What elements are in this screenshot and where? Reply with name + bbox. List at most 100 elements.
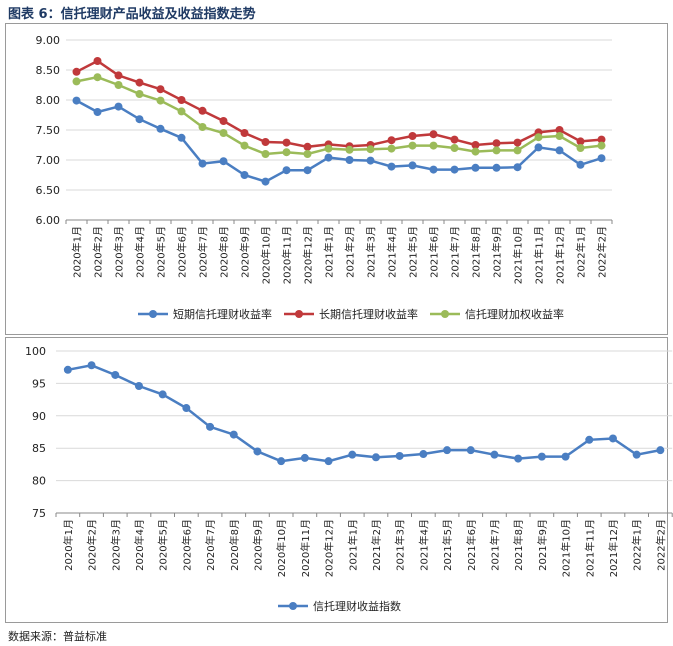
y-tick-label: 85 — [32, 442, 46, 455]
x-tick-label: 2021年6月 — [465, 519, 478, 571]
data-point — [111, 370, 120, 379]
data-point — [282, 138, 291, 147]
x-tick-label: 2021年12月 — [607, 519, 620, 577]
index-chart: 100 95 90 85 80 75 2020年1月 2020年2月 2020年3月 2020年4… — [25, 345, 673, 613]
data-point — [114, 102, 123, 111]
data-point — [492, 146, 501, 155]
series-line — [75, 59, 602, 149]
data-point — [72, 77, 81, 86]
x-tick-label: 2021年6月 — [428, 226, 441, 278]
legend: 信托理财收益指数 — [278, 599, 401, 613]
data-point — [450, 135, 459, 144]
x-tick-label: 2022年1月 — [631, 519, 644, 571]
data-point — [555, 126, 564, 134]
x-tick-label: 2020年9月 — [239, 226, 252, 278]
legend-item: 信托理财收益指数 — [278, 599, 401, 613]
data-point — [345, 156, 354, 164]
legend-label: 信托理财收益指数 — [313, 599, 401, 613]
y-tick-label: 6.50 — [36, 184, 61, 197]
x-tick-label: 2020年12月 — [302, 226, 315, 284]
data-point — [492, 139, 501, 148]
x-tick-label: 2021年2月 — [370, 519, 383, 571]
data-point — [240, 141, 249, 150]
legend-marker — [149, 310, 157, 318]
yield-chart-panel: 9.00 8.50 8.00 7.50 7.00 6.50 6.00 2020年1月 2020年… — [5, 23, 668, 335]
data-point — [93, 57, 102, 65]
data-point — [93, 73, 102, 82]
x-tick-label: 2020年12月 — [323, 519, 336, 577]
data-point — [429, 165, 438, 174]
data-point — [114, 81, 123, 89]
data-point — [514, 454, 523, 463]
data-point — [182, 404, 191, 413]
y-tick-label: 75 — [32, 507, 46, 520]
data-point — [471, 163, 480, 172]
data-point — [135, 115, 144, 124]
data-point — [303, 150, 312, 158]
data-point — [597, 154, 606, 163]
data-point — [513, 138, 522, 147]
data-point — [585, 435, 594, 444]
x-tick-label: 2020年3月 — [109, 519, 122, 571]
data-point — [158, 390, 167, 399]
index-chart-panel: 100 95 90 85 80 75 2020年1月 2020年2月 2020年3月 2020年4… — [5, 337, 673, 623]
x-tick-label: 2020年5月 — [155, 226, 168, 278]
data-point — [450, 165, 459, 174]
x-tick-label: 2021年10月 — [512, 226, 525, 284]
x-tick-label: 2021年9月 — [536, 519, 549, 571]
data-point — [219, 157, 228, 166]
x-tick-label: 2021年5月 — [407, 226, 420, 278]
data-point — [261, 138, 270, 146]
data-point — [387, 162, 396, 171]
y-tick-label: 100 — [25, 345, 46, 358]
x-tick-label: 2020年10月 — [260, 226, 273, 284]
x-tick-label: 2020年4月 — [133, 519, 146, 571]
data-point — [156, 124, 165, 133]
data-point — [72, 67, 81, 76]
data-point — [240, 171, 249, 179]
data-point — [114, 71, 123, 80]
data-point — [443, 446, 452, 455]
legend: 短期信托理财收益率 长期信托理财收益率 信托理财加权收益率 — [138, 307, 564, 321]
legend-item: 长期信托理财收益率 — [284, 307, 418, 321]
x-tick-label: 2020年11月 — [299, 519, 312, 577]
data-point — [177, 107, 186, 116]
x-tick-label: 2021年5月 — [441, 519, 454, 571]
x-tick-label: 2021年11月 — [583, 519, 596, 577]
x-tick-label: 2020年2月 — [92, 226, 105, 278]
data-point — [656, 446, 665, 455]
legend-label: 长期信托理财收益率 — [319, 307, 418, 321]
x-tick-label: 2020年5月 — [157, 519, 170, 571]
data-point — [576, 160, 585, 169]
figure-title: 图表 6：信托理财产品收益及收益指数走势 — [8, 7, 256, 22]
data-point — [345, 145, 354, 154]
data-point — [198, 159, 207, 168]
x-tick-label: 2021年7月 — [488, 519, 501, 571]
legend-label: 信托理财加权收益率 — [465, 307, 564, 321]
legend-item: 短期信托理财收益率 — [138, 307, 272, 321]
y-tick-label: 7.00 — [36, 154, 61, 167]
y-tick-label: 6.00 — [36, 214, 61, 227]
data-point — [324, 144, 333, 153]
data-point — [408, 161, 417, 170]
data-point — [490, 450, 499, 459]
data-point — [324, 457, 333, 466]
data-point — [419, 450, 428, 459]
x-tick-label: 2020年11月 — [281, 226, 294, 284]
data-source: 数据来源：普益标准 — [8, 630, 107, 643]
data-point — [198, 123, 207, 131]
x-tick-label: 2021年3月 — [365, 226, 378, 278]
data-point — [366, 156, 375, 165]
data-point — [198, 106, 207, 115]
data-point — [597, 135, 606, 144]
yield-chart: 9.00 8.50 8.00 7.50 7.00 6.50 6.00 2020年1月 2020年… — [36, 34, 613, 321]
x-tick-label: 2020年2月 — [86, 519, 99, 571]
data-point — [534, 143, 543, 152]
data-point — [300, 453, 309, 462]
y-tick-label: 8.00 — [36, 94, 61, 107]
data-point — [561, 452, 570, 461]
data-point — [135, 90, 144, 98]
x-tick-label: 2020年7月 — [204, 519, 217, 571]
data-point — [63, 365, 72, 374]
legend-marker — [441, 310, 449, 318]
